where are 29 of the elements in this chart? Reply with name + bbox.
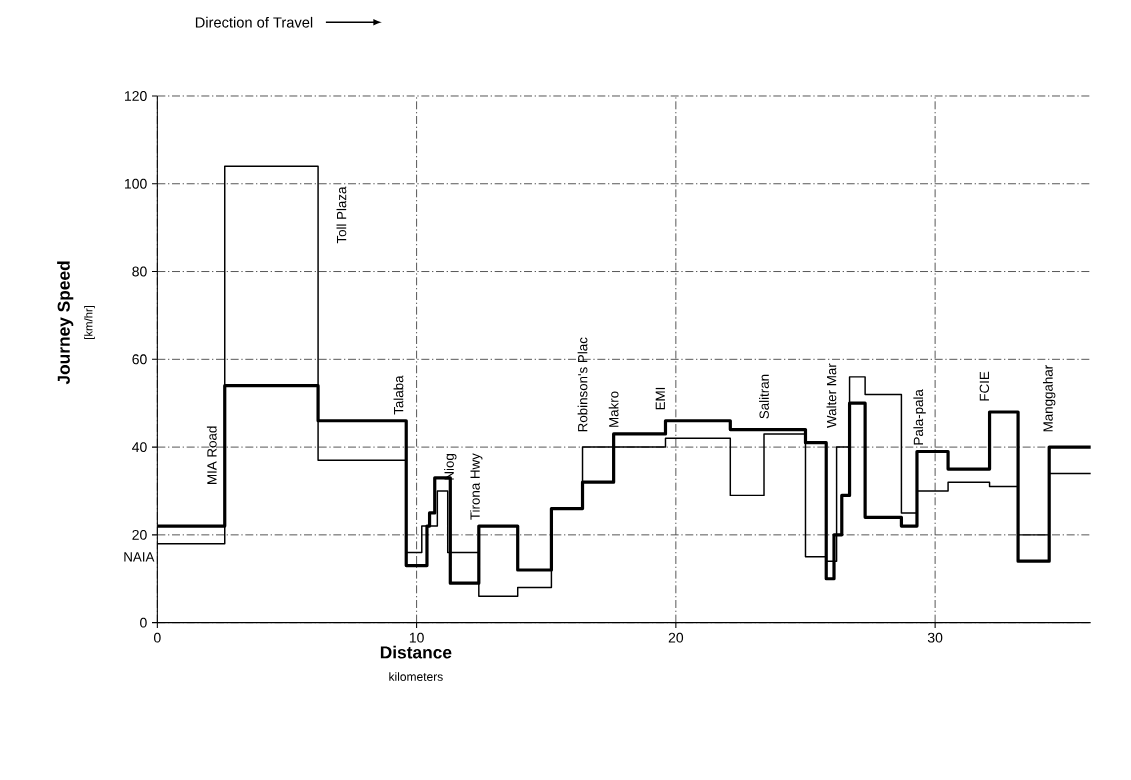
x-tick-label: 0 [153,632,161,643]
annotation: Makro [608,391,619,427]
annotation: Pala-pala [913,389,926,445]
y-tick-label: 40 [132,442,147,453]
text: NAIA [124,552,155,562]
annotation: Manggahar [1042,365,1056,432]
y-tick-label: 120 [125,91,147,101]
x-tick-label: 20 [668,632,684,643]
y-tick-label: 20 [132,529,147,540]
annotation: MIA Road [206,426,217,484]
text: [km/hr] [84,305,95,339]
y-tick-label: 60 [132,354,147,365]
y-axis-title: Journey Speed [57,261,74,385]
y-tick-label: 0 [140,617,147,628]
x-tick-label: 10 [409,632,424,643]
annotation: Walter Mar [826,363,837,428]
annotation: FCIE [979,371,990,401]
x-tick-label: 30 [927,632,943,643]
text: kilometers [389,672,443,681]
y-tick-label: 80 [132,266,147,277]
annotation: Toll Plaza [336,186,347,244]
annotation: Robinson's Plac [577,337,588,432]
annotation: Tirona Hwy [470,453,483,520]
annotation: Salitran [759,374,769,419]
annotation: EMI [655,387,665,410]
x-axis-title: Distance [380,645,452,659]
y-tick-label: 100 [125,178,147,189]
text: Direction of Travel [195,16,313,28]
annotation: Talaba [393,375,404,415]
